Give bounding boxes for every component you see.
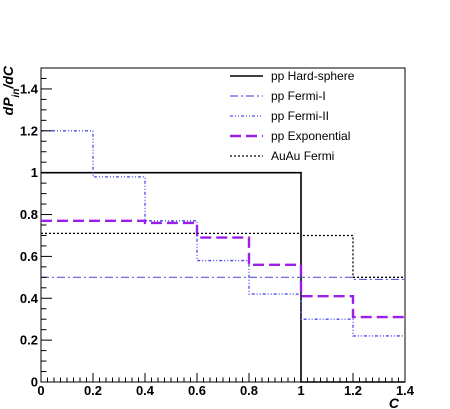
x-tick-label-4: 0.8	[240, 383, 258, 398]
series-line-4	[41, 232, 405, 278]
y-tick-label-6: 1.2	[20, 123, 38, 138]
legend-label-2: pp Fermi-II	[271, 109, 329, 123]
legend-label-0: pp Hard-sphere	[271, 69, 355, 83]
plot-frame	[40, 67, 406, 383]
legend-label-3: pp Exponential	[271, 129, 350, 143]
series-line-3	[41, 219, 405, 319]
x-tick-label-1: 0.2	[84, 383, 102, 398]
y-tick-label-7: 1.4	[20, 81, 39, 96]
legend-label-4: AuAu Fermi	[271, 149, 334, 163]
legend: pp Hard-sphere pp Fermi-I pp Fermi-II pp Ex…	[230, 69, 355, 163]
series-line-1	[41, 276, 405, 281]
x-tick-label-0: 0	[37, 383, 44, 398]
y-tick-label-3: 0.6	[20, 249, 38, 264]
plot-border	[40, 67, 406, 383]
axes: 0 0.2 0.4 0.6 0.8 1 1.2 1.4 0 0.2 0.4 0.6 0.8 1 1.2 1.4	[20, 67, 415, 398]
legend-label-1: pp Fermi-I	[271, 89, 326, 103]
y-tick-label-4: 0.8	[20, 207, 38, 222]
x-tick-label-6: 1.2	[344, 383, 362, 398]
series-line-0	[41, 171, 405, 383]
y-tick-label-2: 0.4	[20, 291, 39, 306]
x-tick-label-3: 0.6	[188, 383, 206, 398]
y-tick-label-5: 1	[31, 165, 38, 180]
y-tick-label-0: 0	[31, 375, 38, 390]
series-layer	[41, 130, 405, 383]
x-tick-label-5: 1	[297, 383, 304, 398]
x-axis-title: C	[389, 395, 400, 409]
x-tick-label-2: 0.4	[136, 383, 155, 398]
y-axis-title: dPin/dC	[0, 65, 22, 115]
x-tick-label-7: 1.4	[396, 383, 415, 398]
y-tick-label-1: 0.2	[20, 333, 38, 348]
